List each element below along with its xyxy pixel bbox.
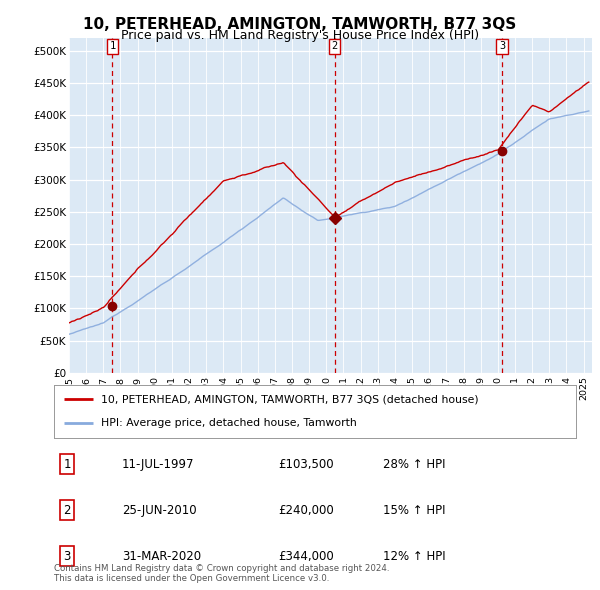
Text: 25-JUN-2010: 25-JUN-2010	[122, 504, 196, 517]
Text: 28% ↑ HPI: 28% ↑ HPI	[383, 458, 445, 471]
Text: 3: 3	[64, 550, 71, 563]
Text: 10, PETERHEAD, AMINGTON, TAMWORTH, B77 3QS: 10, PETERHEAD, AMINGTON, TAMWORTH, B77 3…	[83, 17, 517, 31]
Text: 15% ↑ HPI: 15% ↑ HPI	[383, 504, 445, 517]
Text: £103,500: £103,500	[278, 458, 334, 471]
Text: £240,000: £240,000	[278, 504, 334, 517]
Text: £344,000: £344,000	[278, 550, 334, 563]
Text: 10, PETERHEAD, AMINGTON, TAMWORTH, B77 3QS (detached house): 10, PETERHEAD, AMINGTON, TAMWORTH, B77 3…	[101, 394, 479, 404]
Text: Price paid vs. HM Land Registry's House Price Index (HPI): Price paid vs. HM Land Registry's House …	[121, 30, 479, 42]
Text: 1: 1	[64, 458, 71, 471]
Text: Contains HM Land Registry data © Crown copyright and database right 2024.
This d: Contains HM Land Registry data © Crown c…	[54, 563, 389, 583]
Text: 31-MAR-2020: 31-MAR-2020	[122, 550, 201, 563]
Text: HPI: Average price, detached house, Tamworth: HPI: Average price, detached house, Tamw…	[101, 418, 357, 428]
Text: 2: 2	[331, 41, 338, 51]
Text: 3: 3	[499, 41, 505, 51]
Text: 12% ↑ HPI: 12% ↑ HPI	[383, 550, 445, 563]
Text: 2: 2	[64, 504, 71, 517]
Text: 1: 1	[109, 41, 116, 51]
Text: 11-JUL-1997: 11-JUL-1997	[122, 458, 194, 471]
